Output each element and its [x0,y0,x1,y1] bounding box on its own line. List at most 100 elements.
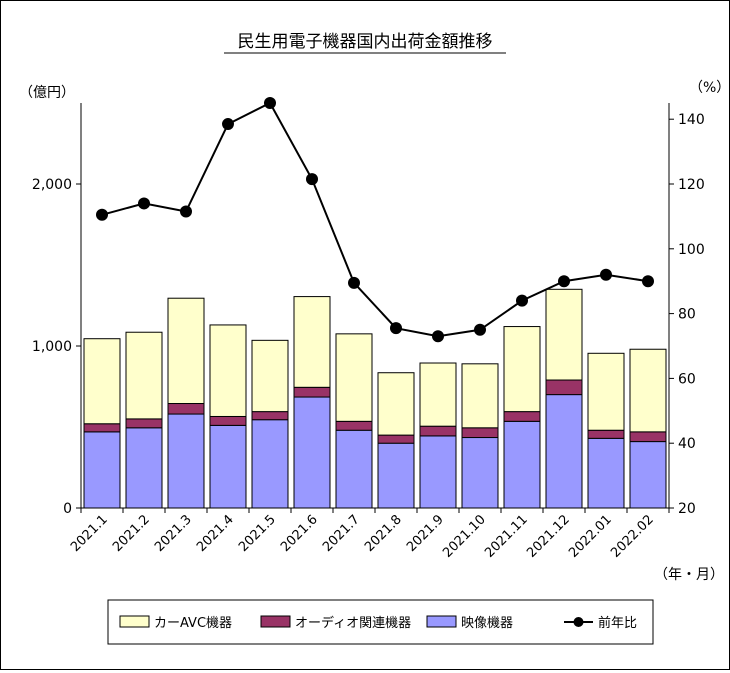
x-tick-label: 2021.12 [524,512,573,561]
yoy-point [222,118,234,131]
bar-segment [125,331,163,420]
x-tick-label: 2021.3 [152,512,195,555]
bar-segment [461,427,499,439]
legend-label: 映像機器 [461,616,513,631]
bar-segment [629,441,667,509]
x-tick-label: 2022.02 [608,512,657,561]
bar-segment [293,396,331,509]
yoy-series-line [101,101,649,338]
legend-label: オーディオ関連機器 [295,615,411,631]
y-left-tick-label: 0 [63,501,72,517]
bar-segment [377,442,415,509]
bars [83,288,667,509]
yoy-point [516,294,528,307]
bar-segment [419,362,457,427]
x-tick-label: 2021.2 [110,512,153,555]
yoy-line [96,97,654,343]
bar-segment [251,411,289,421]
legend-swatch [119,615,150,628]
bar-segment [251,339,289,413]
bar-segment [461,437,499,509]
bar-segment [545,379,583,396]
bar-segment [503,420,541,509]
bar-segment [167,413,205,509]
bar-segment [419,435,457,509]
legend: カーAVC機器 オーディオ関連機器 映像機器 前年比 [119,615,637,631]
y-left-tick-label: 2,000 [32,177,72,193]
yoy-point [264,97,276,109]
chart-title: 民生用電子機器国内出荷金額推移 [238,32,493,52]
legend-label: 前年比 [598,615,637,631]
yoy-point [306,173,318,186]
x-unit: （年・月） [654,567,724,583]
bar-segment [83,423,121,433]
bar-segment [209,415,247,426]
yoy-point [96,208,108,221]
bar-segment [335,333,373,422]
legend-swatch [426,615,457,628]
x-tick-label: 2021.4 [194,512,237,555]
y-right-tick-label: 40 [678,436,696,452]
bar-segment [629,431,667,443]
bar-segment [293,296,331,388]
yoy-point [180,205,192,218]
y-right-tick-label: 120 [678,177,705,193]
y-left-tick-label: 1,000 [32,339,72,355]
x-tick-label: 2021.1 [68,512,111,555]
x-tick-label: 2021.7 [320,512,363,555]
yoy-point [474,323,486,336]
bar-segment [587,437,625,509]
bar-segment [419,425,457,437]
bar-segment [209,424,247,509]
x-tick-label: 2021.8 [362,512,405,555]
yoy-point [390,322,402,335]
y-right-tick-label: 140 [678,112,705,128]
y-right-tick-label: 80 [678,307,696,323]
bar-segment [83,431,121,509]
bar-segment [83,338,121,425]
bar-segment [377,372,415,436]
bar-segment [503,411,541,422]
axes: 0 1,000 2,000 20 40 60 80 100 120 140 [32,103,705,517]
y-right-tick-label: 60 [678,371,696,387]
bar-segment [167,403,205,415]
bar-segment [545,288,583,381]
y-right-unit: （%） [689,80,729,96]
yoy-point [138,197,150,210]
bar-segment [461,363,499,429]
legend-label: カーAVC機器 [154,616,232,631]
bar-segment [125,418,163,429]
x-tick-label: 2021.10 [440,512,489,561]
bar-segment [167,297,205,405]
x-tick-label: 2021.11 [482,512,531,561]
bar-segment [125,427,163,509]
bar-segment [251,419,289,509]
x-tick-label: 2021.6 [278,512,321,555]
yoy-point [642,275,654,288]
x-tick-labels: 2021.1 2021.2 2021.3 2021.4 2021.5 2021.6 2021… [68,512,657,561]
legend-swatch [260,615,291,628]
y-left-unit: （億円） [19,85,75,101]
y-right-tick-label: 100 [678,242,705,258]
yoy-point [348,276,360,289]
bar-segment [209,324,247,417]
x-tick-label: 2021.5 [236,512,279,555]
y-right-tick-label: 20 [678,501,696,517]
bar-segment [629,348,667,433]
bar-segment [377,434,415,444]
bar-segment [335,429,373,509]
bar-segment [545,394,583,509]
bar-segment [587,429,625,439]
bar-segment [293,386,331,398]
legend-swatch-marker [573,617,584,627]
bar-segment [587,352,625,431]
legend-box [107,599,654,645]
x-tick-label: 2022.01 [566,512,615,561]
yoy-point [432,330,444,343]
yoy-point [558,275,570,288]
bar-segment [503,326,541,413]
x-tick-label: 2021.9 [404,512,447,555]
bar-segment [335,420,373,431]
